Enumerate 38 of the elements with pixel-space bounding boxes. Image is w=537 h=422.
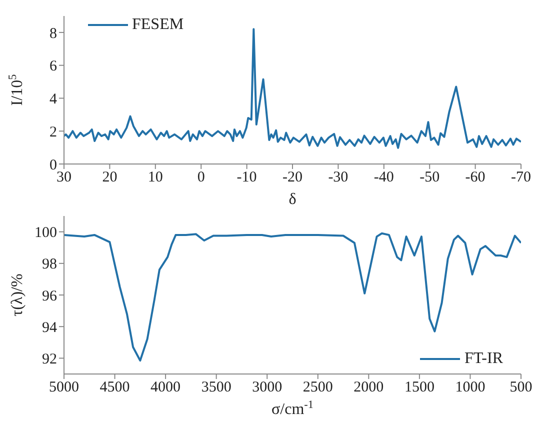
line-series xyxy=(64,28,521,149)
x-tick-label: -70 xyxy=(511,170,531,186)
y-tick-label: 92 xyxy=(42,352,57,368)
y-tick-label: 8 xyxy=(50,26,57,42)
y-tick-label: 94 xyxy=(42,320,58,336)
legend-label: FESEM xyxy=(132,16,184,34)
x-axis-title: δ xyxy=(288,191,296,208)
y-tick-label: 96 xyxy=(42,288,58,304)
x-tick-label: 30 xyxy=(56,170,72,186)
x-tick-label: -30 xyxy=(328,170,348,186)
x-tick-label: 4000 xyxy=(150,380,181,396)
x-tick-label: 3500 xyxy=(201,380,232,396)
x-tick-label: 500 xyxy=(510,380,532,396)
y-tick-label: 2 xyxy=(50,124,57,140)
y-tick-label: 4 xyxy=(50,92,58,108)
line-series xyxy=(64,232,521,362)
x-tick-label: 2500 xyxy=(302,380,333,396)
x-tick-label: 4500 xyxy=(100,380,130,396)
x-tick-label: 20 xyxy=(102,170,118,186)
y-tick-label: 100 xyxy=(34,225,57,242)
x-tick-label: -20 xyxy=(282,170,302,186)
x-tick-label: 10 xyxy=(148,170,163,186)
x-tick-label: -60 xyxy=(465,170,486,186)
x-tick-label: -50 xyxy=(420,170,440,186)
x-tick-label: 3000 xyxy=(252,380,282,396)
legend-label: FT-IR xyxy=(464,350,503,368)
x-tick-label: -40 xyxy=(374,170,394,186)
x-tick-label: 5000 xyxy=(49,380,79,396)
x-tick-label: 2000 xyxy=(354,380,384,396)
y-tick-label: 0 xyxy=(50,157,57,174)
x-axis-title: σ/cm$^{-1}$ xyxy=(272,399,314,418)
y-tick-label: 6 xyxy=(50,58,58,75)
x-tick-label: 1000 xyxy=(455,380,486,396)
x-tick-label: 0 xyxy=(197,170,205,186)
y-axis-title: τ(λ)/% xyxy=(9,274,26,316)
x-tick-label: -10 xyxy=(236,170,257,186)
y-tick-label: 98 xyxy=(42,256,57,273)
x-tick-label: 1500 xyxy=(404,380,434,396)
